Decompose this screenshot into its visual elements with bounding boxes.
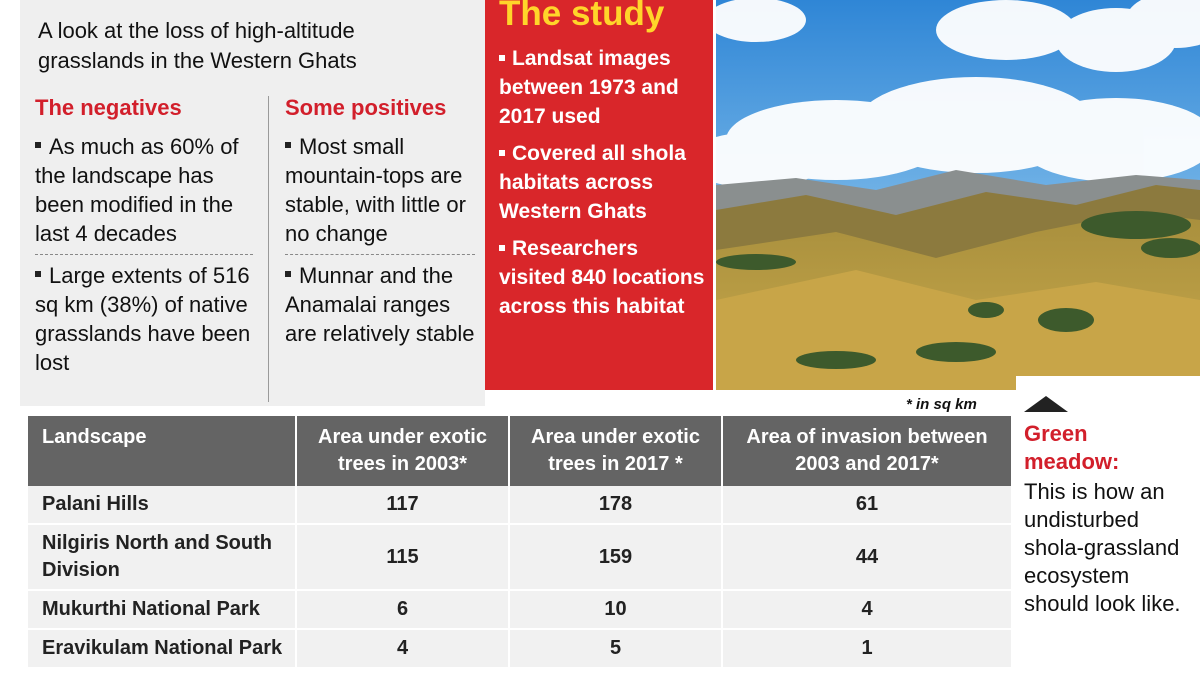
table-cell: Eravikulam National Park [28, 629, 297, 669]
negatives-item: As much as 60% of the landscape has been… [35, 132, 253, 248]
exotic-trees-table: Landscape Area under exotic trees in 200… [28, 416, 1013, 669]
column-divider [268, 96, 269, 402]
table-row: Nilgiris North and South Division 115 15… [28, 524, 1013, 591]
photo-caption: Green meadow: This is how an undisturbed… [1016, 376, 1200, 676]
table-cell: 6 [296, 590, 510, 630]
negatives-heading: The negatives [35, 95, 182, 120]
table-cell: 5 [509, 629, 723, 669]
negatives-item-text: Large extents of 516 sq km (38%) of nati… [35, 263, 251, 375]
study-item-text: Covered all shola habitats across Wester… [499, 142, 686, 223]
bullet-icon [499, 245, 505, 251]
study-item: Landsat images between 1973 and 2017 use… [499, 44, 705, 131]
table-cell: 178 [509, 486, 723, 525]
bullet-icon [285, 271, 291, 278]
table-cell: 4 [722, 590, 1013, 630]
infobox-background [20, 0, 485, 406]
positives-item: Munnar and the Anamalai ranges are relat… [285, 261, 475, 348]
study-item: Covered all shola habitats across Wester… [499, 139, 705, 226]
study-list: Landsat images between 1973 and 2017 use… [499, 44, 705, 329]
grassland-photo [716, 0, 1200, 390]
caption-heading: Green meadow: [1024, 421, 1120, 474]
bullet-icon [499, 150, 505, 156]
intro-text: A look at the loss of high-altitude gras… [38, 18, 357, 73]
study-item: Researchers visited 840 locations across… [499, 234, 705, 321]
bullet-icon [499, 55, 505, 61]
positives-item-text: Munnar and the Anamalai ranges are relat… [285, 263, 475, 346]
table-row: Palani Hills 117 178 61 [28, 486, 1013, 525]
bullet-divider [35, 254, 253, 255]
study-item-text: Researchers visited 840 locations across… [499, 237, 705, 318]
table-cell: 44 [722, 524, 1013, 591]
caption-text: This is how an undisturbed shola-grassla… [1024, 479, 1181, 616]
bullet-icon [35, 142, 41, 149]
mountain-icon [1024, 396, 1068, 412]
table-cell: Palani Hills [28, 486, 297, 525]
table-cell: 159 [509, 524, 723, 591]
table-cell: 1 [722, 629, 1013, 669]
bullet-divider [285, 254, 475, 255]
table-cell: Mukurthi National Park [28, 590, 297, 630]
table-cell: 4 [296, 629, 510, 669]
table-cell: Nilgiris North and South Division [28, 524, 297, 591]
study-panel: The study Landsat images between 1973 an… [485, 0, 713, 390]
table-header: Landscape [28, 416, 297, 486]
table-row: Eravikulam National Park 4 5 1 [28, 629, 1013, 669]
bullet-icon [285, 142, 291, 149]
table-unit-note: * in sq km [906, 396, 977, 413]
negatives-item-text: As much as 60% of the landscape has been… [35, 134, 239, 246]
table-cell: 115 [296, 524, 510, 591]
positives-item: Most small mountain-tops are stable, wit… [285, 132, 475, 248]
study-item-text: Landsat images between 1973 and 2017 use… [499, 47, 679, 128]
positives-item-text: Most small mountain-tops are stable, wit… [285, 134, 466, 246]
table-header: Area of invasion between 2003 and 2017* [722, 416, 1013, 486]
bullet-icon [35, 271, 41, 278]
table-cell: 117 [296, 486, 510, 525]
table-header-row: Landscape Area under exotic trees in 200… [28, 416, 1013, 486]
table-header: Area under exotic trees in 2017 * [509, 416, 723, 486]
negatives-column: The negatives As much as 60% of the land… [35, 94, 253, 377]
grassland-landscape-image [716, 0, 1200, 390]
positives-column: Some positives Most small mountain-tops … [285, 94, 475, 348]
table-row: Mukurthi National Park 6 10 4 [28, 590, 1013, 630]
study-title: The study [499, 0, 665, 33]
table-cell: 61 [722, 486, 1013, 525]
positives-heading: Some positives [285, 95, 447, 120]
table-header: Area under exotic trees in 2003* [296, 416, 510, 486]
table-cell: 10 [509, 590, 723, 630]
negatives-item: Large extents of 516 sq km (38%) of nati… [35, 261, 253, 377]
